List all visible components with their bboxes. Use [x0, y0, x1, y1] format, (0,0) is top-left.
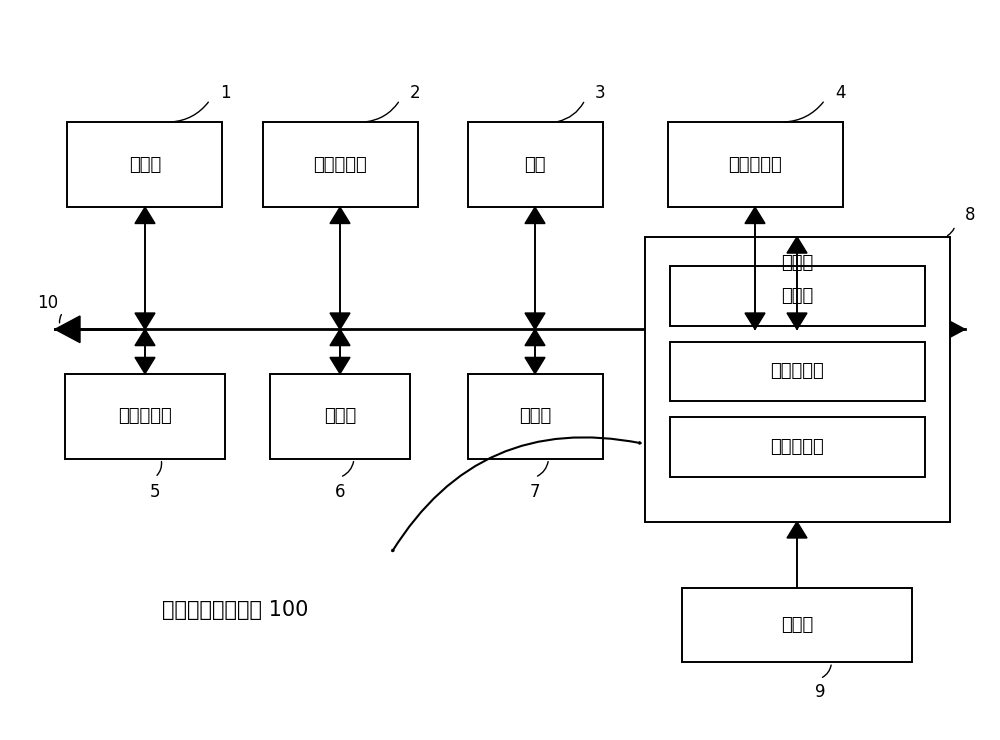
Text: 3: 3	[595, 84, 605, 101]
Polygon shape	[745, 313, 765, 329]
Bar	[468, 374, 602, 459]
Bar	[645, 237, 950, 522]
Text: 图像处理部: 图像处理部	[118, 407, 172, 426]
Text: 通信控制部: 通信控制部	[770, 438, 824, 456]
Polygon shape	[135, 207, 155, 223]
Polygon shape	[55, 316, 80, 343]
Text: 热像分析监测装置 100: 热像分析监测装置 100	[162, 600, 308, 621]
Text: 5: 5	[150, 483, 160, 501]
Polygon shape	[745, 207, 765, 223]
Text: 分析部: 分析部	[324, 407, 356, 426]
Text: 拍摄部: 拍摄部	[129, 155, 161, 174]
Polygon shape	[135, 329, 155, 346]
Polygon shape	[330, 207, 350, 223]
Text: 6: 6	[335, 483, 345, 501]
Bar	[67, 122, 222, 207]
Text: 1: 1	[220, 84, 230, 101]
Polygon shape	[330, 329, 350, 346]
Text: 临时存储部: 临时存储部	[313, 155, 367, 174]
Text: 4: 4	[835, 84, 845, 101]
Text: 信息配置部: 信息配置部	[770, 363, 824, 380]
Polygon shape	[787, 313, 807, 329]
Polygon shape	[525, 313, 545, 329]
Text: 操作部: 操作部	[781, 616, 813, 634]
Bar	[670, 417, 924, 477]
Bar	[670, 266, 924, 326]
Polygon shape	[135, 357, 155, 374]
Text: 判断部: 判断部	[781, 287, 813, 305]
Text: 显示部: 显示部	[519, 407, 551, 426]
Bar	[270, 374, 410, 459]
Polygon shape	[135, 313, 155, 329]
Text: 硬盘: 硬盘	[524, 155, 546, 174]
Text: 无线通信部: 无线通信部	[728, 155, 782, 174]
Polygon shape	[940, 316, 965, 343]
Polygon shape	[787, 237, 807, 253]
Polygon shape	[330, 313, 350, 329]
Polygon shape	[525, 329, 545, 346]
Bar	[65, 374, 225, 459]
Bar	[682, 588, 912, 662]
Text: 2: 2	[410, 84, 420, 101]
Polygon shape	[330, 357, 350, 374]
Bar	[468, 122, 602, 207]
Polygon shape	[525, 207, 545, 223]
Polygon shape	[787, 522, 807, 538]
Bar	[262, 122, 418, 207]
Text: 10: 10	[37, 295, 59, 312]
Text: 8: 8	[965, 206, 975, 223]
Polygon shape	[525, 357, 545, 374]
Text: 9: 9	[815, 683, 825, 701]
Bar	[668, 122, 842, 207]
Text: 7: 7	[530, 483, 540, 501]
Text: 控制部: 控制部	[781, 254, 813, 272]
Bar	[670, 342, 924, 401]
